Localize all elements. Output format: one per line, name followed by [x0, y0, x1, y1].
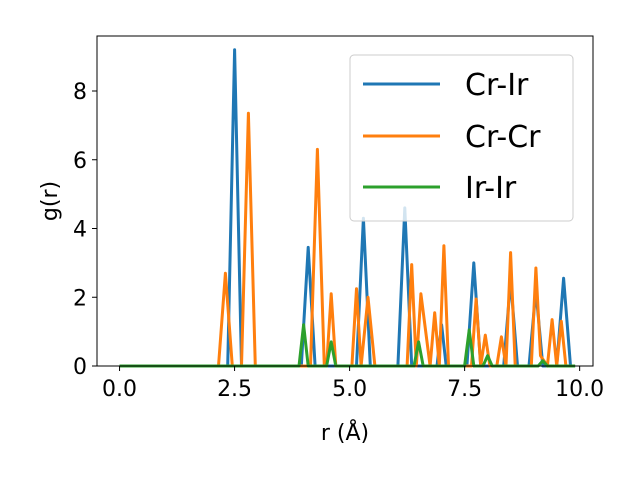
- legend-label-cr-cr: Cr-Cr: [465, 120, 541, 155]
- x-tick-label: 0.0: [102, 377, 137, 402]
- plot-frame: [96, 35, 594, 367]
- y-tick-label: 2: [73, 286, 87, 311]
- y-tick-label: 6: [73, 149, 87, 174]
- legend: Cr-Ir Cr-Cr Ir-Ir: [349, 54, 574, 222]
- y-tick-label: 0: [73, 355, 87, 380]
- y-axis-ticks: 0 2 4 6 8: [73, 80, 97, 380]
- x-tick-label: 5.0: [332, 377, 367, 402]
- series-line-cr-cr: [119, 111, 573, 368]
- x-tick-label: 10.0: [555, 377, 604, 402]
- x-axis-label: r (Å): [321, 419, 369, 446]
- x-tick-label: 2.5: [217, 377, 252, 402]
- legend-label-ir-ir: Ir-Ir: [465, 171, 517, 206]
- y-tick-label: 8: [73, 80, 87, 105]
- legend-label-cr-ir: Cr-Ir: [465, 68, 529, 103]
- y-axis-label: g(r): [38, 181, 63, 221]
- x-tick-label: 7.5: [447, 377, 482, 402]
- legend-box: [349, 54, 574, 222]
- y-tick-label: 4: [73, 218, 87, 243]
- x-axis-ticks: 0.0 2.5 5.0 7.5 10.0: [102, 366, 604, 402]
